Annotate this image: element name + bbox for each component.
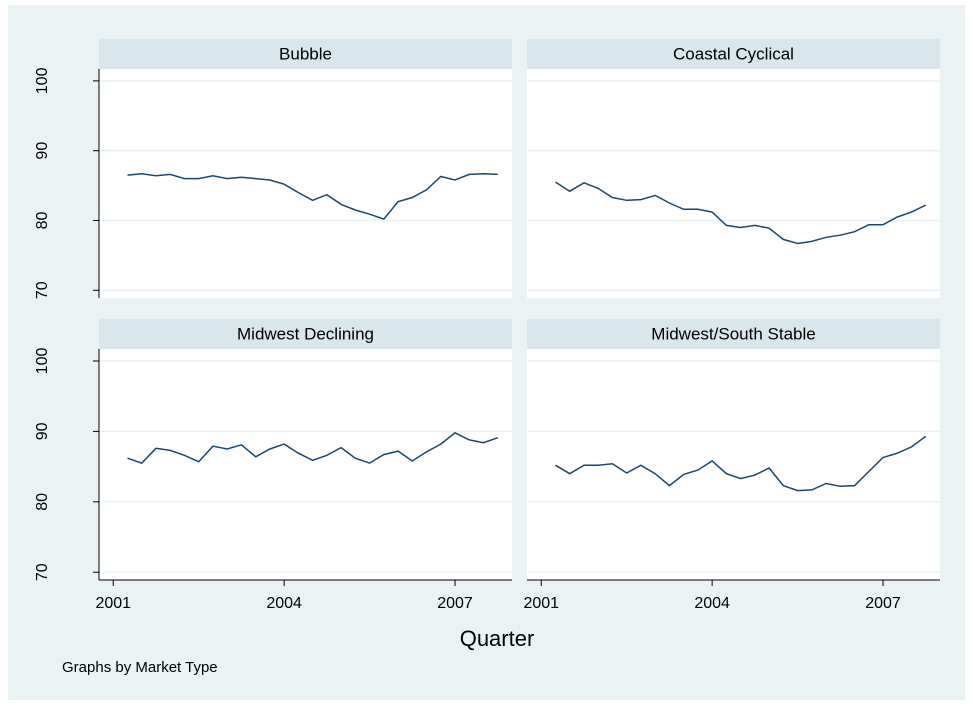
panel-header xyxy=(99,319,512,349)
panel-title: Midwest/South Stable xyxy=(651,324,815,343)
panel-header xyxy=(527,39,940,69)
line xyxy=(555,435,927,492)
line xyxy=(555,181,927,245)
x-tick-label: 2004 xyxy=(694,595,730,612)
y-tick-label: 90 xyxy=(34,422,51,440)
panel-title: Bubble xyxy=(279,44,332,63)
x-tick-label: 2001 xyxy=(523,595,559,612)
x-tick-label: 2007 xyxy=(865,595,901,612)
note: Graphs by Market Type xyxy=(62,659,218,676)
y-tick-label: 90 xyxy=(34,142,51,160)
line xyxy=(127,431,499,464)
y-tick-label: 100 xyxy=(34,67,51,94)
y-tick-label: 80 xyxy=(34,493,51,511)
plot-area xyxy=(527,69,940,298)
y-tick-label: 70 xyxy=(34,281,51,299)
panel-title: Midwest Declining xyxy=(237,324,374,343)
panel-title: Coastal Cyclical xyxy=(673,44,794,63)
plot-area xyxy=(99,69,512,298)
x-tick-label: 2001 xyxy=(95,595,131,612)
y-tick-label: 70 xyxy=(34,563,51,581)
panel-header xyxy=(527,319,940,349)
y-tick-label: 80 xyxy=(34,212,51,230)
y-tick-label: 100 xyxy=(34,348,51,375)
x-tick-label: 2004 xyxy=(266,595,302,612)
x-axis-label: Quarter xyxy=(460,626,535,651)
x-tick-label: 2007 xyxy=(437,595,473,612)
plot-area xyxy=(99,349,512,580)
line xyxy=(127,172,498,220)
panel-header xyxy=(99,39,512,69)
